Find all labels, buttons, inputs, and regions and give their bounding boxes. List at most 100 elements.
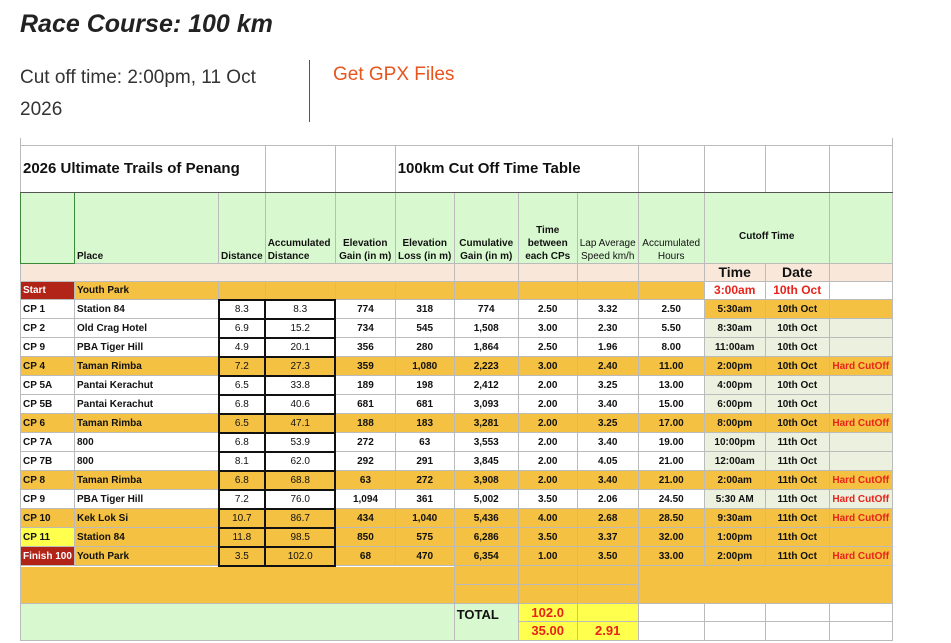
cutoff-time: 6:00pm — [703, 394, 766, 414]
table-row-start: Start Youth Park 3:00am 10th Oct — [20, 280, 893, 300]
total-hours: 35.00 — [517, 621, 578, 641]
cutoff-date: 10th Oct — [764, 356, 830, 376]
cp-label: CP 10 — [20, 508, 75, 528]
place: Pantai Kerachut — [74, 394, 219, 414]
acc-distance: 98.5 — [264, 526, 337, 548]
cp-label: CP 8 — [20, 470, 75, 490]
cutoff-note — [828, 375, 893, 395]
lap-speed: 3.50 — [576, 546, 639, 566]
cutoff-time: 12:00am — [703, 451, 766, 471]
cutoff-note — [828, 527, 893, 547]
cp-label: CP 7A — [20, 432, 75, 452]
acc-hours: 11.00 — [637, 356, 705, 376]
acc-hours: 5.50 — [637, 318, 705, 338]
cp-label: CP 9 — [20, 489, 75, 509]
time-between: 3.00 — [517, 356, 578, 376]
cutoff-date: 11th Oct — [764, 527, 830, 547]
cp-label: CP 6 — [20, 413, 75, 433]
elev-loss: 681 — [394, 394, 455, 414]
cp-label: CP 5B — [20, 394, 75, 414]
cum-gain: 774 — [453, 299, 519, 319]
cutoff-date: 10th Oct — [764, 299, 830, 319]
table-row: CP 8 Taman Rimba 6.8 68.8 63 272 3,908 2.00 3.40… — [20, 469, 893, 491]
acc-distance: 15.2 — [264, 317, 337, 339]
header-acc-distance: Accumulated Distance — [264, 191, 336, 264]
elev-gain: 850 — [334, 527, 396, 547]
acc-hours: 19.00 — [637, 432, 705, 452]
lap-speed: 3.25 — [576, 375, 639, 395]
selected-cell[interactable] — [20, 191, 75, 264]
cum-gain: 5,002 — [453, 489, 519, 509]
time-between: 2.00 — [517, 432, 578, 452]
table-row: CP 5B Pantai Kerachut 6.8 40.6 681 681 3,093 2.… — [20, 393, 893, 415]
sheet-subtitle: 100km Cut Off Time Table — [394, 144, 639, 193]
header-lap-speed: Lap Average Speed km/h — [576, 191, 639, 264]
elev-gain: 434 — [334, 508, 396, 528]
cutoff-time: 10:00pm — [703, 432, 766, 452]
elev-loss: 63 — [394, 432, 455, 452]
cutoff-date: 10th Oct — [764, 337, 830, 357]
place: Pantai Kerachut — [74, 375, 219, 395]
cutoff-date: 11th Oct — [764, 432, 830, 452]
cutoff-note: Hard CutOff — [828, 546, 893, 566]
header-time-between: Time between each CPs — [517, 191, 578, 264]
lap-speed: 3.25 — [576, 413, 639, 433]
cutoff-time: 8:30am — [703, 318, 766, 338]
cp-label: CP 4 — [20, 356, 75, 376]
elev-gain: 68 — [334, 546, 396, 566]
cum-gain: 2,412 — [453, 375, 519, 395]
table-row: CP 5A Pantai Kerachut 6.5 33.8 189 198 2,412 2.… — [20, 374, 893, 396]
header-place: Place — [74, 191, 219, 264]
cutoff-time: 4:00pm — [703, 375, 766, 395]
cutoff-time: 5:30am — [703, 299, 766, 319]
acc-distance: 40.6 — [264, 393, 337, 415]
cum-gain: 3,908 — [453, 470, 519, 490]
acc-hours: 33.00 — [637, 546, 705, 566]
distance: 7.2 — [217, 355, 267, 377]
acc-hours: 2.50 — [637, 299, 705, 319]
distance: 6.8 — [217, 469, 267, 491]
cutoff-date: 11th Oct — [764, 470, 830, 490]
table-row: CP 11 Station 84 11.8 98.5 850 575 6,286 3.50 3.… — [20, 526, 893, 548]
elev-gain: 188 — [334, 413, 396, 433]
acc-distance: 76.0 — [264, 488, 337, 510]
time-between: 2.50 — [517, 299, 578, 319]
acc-hours: 28.50 — [637, 508, 705, 528]
cutoff-table: 2026 Ultimate Trails of Penang 100km Cut… — [20, 138, 893, 641]
lap-speed: 2.06 — [576, 489, 639, 509]
elev-loss: 280 — [394, 337, 455, 357]
cutoff-note: Hard CutOff — [828, 489, 893, 509]
distance: 4.9 — [217, 336, 267, 358]
place: Station 84 — [74, 299, 219, 319]
distance: 7.2 — [217, 488, 267, 510]
table-row: CP 6 Taman Rimba 6.5 47.1 188 183 3,281 2.00 3.2… — [20, 412, 893, 434]
cutoff-date: 11th Oct — [764, 489, 830, 509]
table-row: CP 2 Old Crag Hotel 6.9 15.2 734 545 1,508 3.00… — [20, 317, 893, 339]
time-between: 3.50 — [517, 489, 578, 509]
acc-distance: 53.9 — [264, 431, 337, 453]
place: Youth Park — [74, 546, 219, 566]
table-row: CP 7B 800 8.1 62.0 292 291 3,845 2.00 4.05 21.00 1… — [20, 450, 893, 472]
elev-loss: 318 — [394, 299, 455, 319]
distance: 6.8 — [217, 431, 267, 453]
cutoff-date: 11th Oct — [764, 546, 830, 566]
lap-speed: 3.40 — [576, 432, 639, 452]
cutoff-time: 5:30 AM — [703, 489, 766, 509]
header-cutoff-time: Cutoff Time — [703, 191, 830, 264]
cutoff-date: 11th Oct — [764, 508, 830, 528]
distance: 6.9 — [217, 317, 267, 339]
acc-hours: 21.00 — [637, 470, 705, 490]
cum-gain: 6,354 — [453, 546, 519, 566]
place: Kek Lok Si — [74, 508, 219, 528]
table-row: CP 9 PBA Tiger Hill 4.9 20.1 356 280 1,864 2.50… — [20, 336, 893, 358]
table-row: CP 10 Kek Lok Si 10.7 86.7 434 1,040 5,436 4.00… — [20, 507, 893, 529]
elev-loss: 291 — [394, 451, 455, 471]
elev-gain: 774 — [334, 299, 396, 319]
sheet-title: 2026 Ultimate Trails of Penang — [20, 144, 266, 193]
get-gpx-files-link[interactable]: Get GPX Files — [333, 64, 455, 85]
header-elev-loss: Elevation Loss (in m) — [394, 191, 455, 264]
header-acc-hours: Accumulated Hours — [637, 191, 705, 264]
distance: 10.7 — [217, 507, 267, 529]
distance: 8.3 — [217, 298, 267, 320]
cutoff-text: Cut off time: 2:00pm, 11 Oct 2026 — [20, 67, 256, 120]
